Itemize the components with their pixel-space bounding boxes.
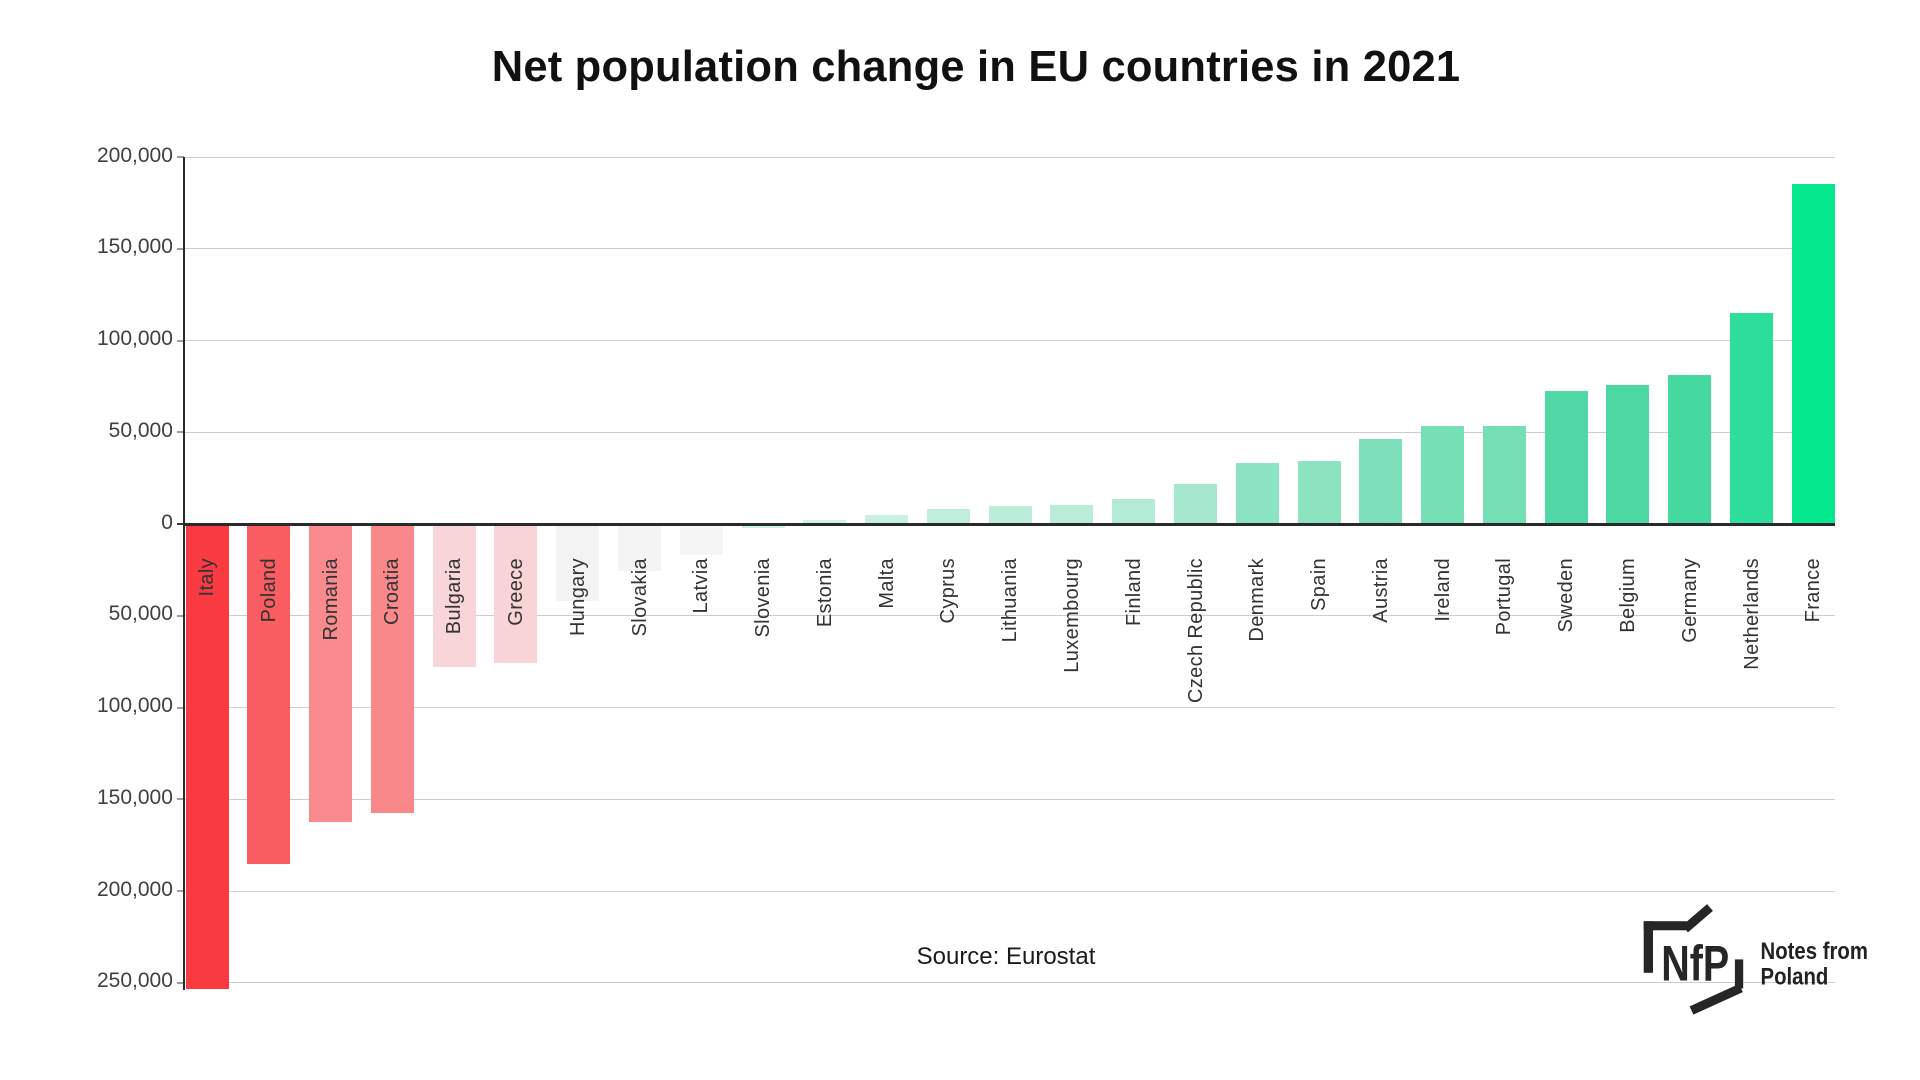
svg-text:NfP: NfP [1661, 935, 1729, 992]
svg-text:Poland: Poland [1761, 963, 1829, 990]
svg-text:Notes from: Notes from [1761, 937, 1868, 964]
